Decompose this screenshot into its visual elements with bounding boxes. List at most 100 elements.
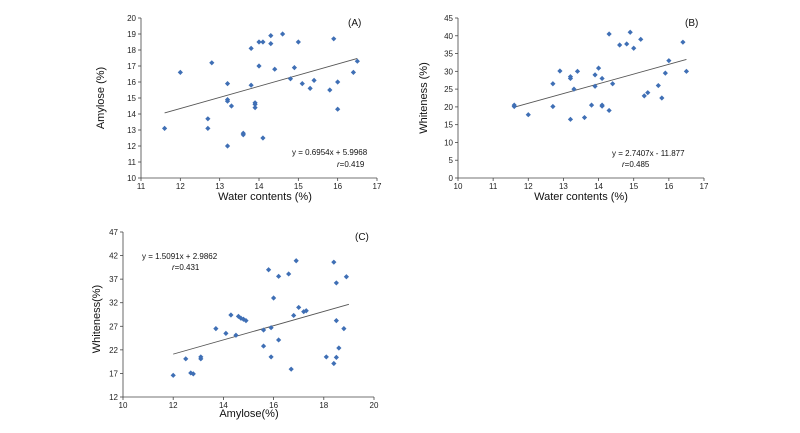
panel-c-data-point: [243, 318, 249, 324]
panel-c-data-point: [235, 313, 242, 319]
panel-c-data-point: [198, 356, 204, 362]
panel-a-trendline: [164, 58, 358, 114]
panel-a-data-point: [287, 76, 294, 82]
panel-b-x-tick-label: 10: [454, 182, 463, 191]
panel-a-r-symbol: r: [337, 160, 340, 169]
panel-c-y-tick-label: 27: [109, 322, 118, 331]
panel-b-data-point: [557, 68, 563, 74]
panel-b-data-point: [683, 68, 690, 74]
panel-a-data-point: [299, 81, 305, 87]
panel-c-r-symbol: r: [172, 263, 175, 272]
panel-b-data-point: [567, 116, 574, 122]
panel-b-data-point: [666, 58, 672, 64]
panel-c-x-tick-label: 14: [219, 401, 228, 410]
panel-a-data-point: [268, 33, 274, 39]
panel-b-y-tick-label: 10: [444, 138, 453, 147]
panel-c-y-tick-label: 32: [109, 299, 118, 308]
panel-a-y-tick-label: 15: [127, 94, 136, 103]
panel-b-data-point: [581, 114, 588, 121]
panel-b-x-tick-label: 11: [489, 182, 498, 191]
panel-b-data-point: [592, 83, 598, 89]
panel-a-y-tick-label: 13: [127, 126, 136, 135]
panel-a-y-tick-label: 20: [127, 14, 136, 23]
panel-b-data-point: [595, 65, 602, 71]
panel-b-data-point: [638, 36, 644, 42]
panel-c-data-point: [343, 274, 349, 280]
panel-a-r-number: =0.419: [340, 160, 365, 169]
panel-b-trendline: [514, 59, 687, 108]
panel-a-data-point: [209, 60, 215, 66]
panel-b-data-point: [655, 82, 661, 89]
panel-a-data-point: [248, 45, 254, 51]
panel-a-y-tick-label: 16: [127, 78, 136, 87]
panel-b-y-tick-label: 40: [444, 32, 453, 41]
panel-c-data-point: [228, 312, 234, 318]
panel-b-x-tick-label: 16: [664, 182, 673, 191]
panel-a-x-tick-label: 13: [215, 182, 224, 191]
panel-a-y-axis-title: Amylose (%): [95, 67, 107, 129]
panel-a-data-point: [228, 103, 235, 109]
panel-a-label: (A): [348, 18, 361, 29]
panel-c-data-point: [268, 325, 274, 331]
panel-b-data-point: [645, 90, 651, 96]
panel-a-data-point: [205, 116, 211, 122]
panel-b-x-tick-label: 12: [524, 182, 533, 191]
panel-b-data-point: [574, 68, 581, 74]
panel-a-data-point: [331, 36, 337, 42]
panel-c-data-point: [296, 304, 302, 311]
panel-c-data-point: [170, 372, 176, 378]
panel-b-data-point: [617, 42, 623, 48]
panel-b-y-tick-label: 30: [444, 67, 453, 76]
panel-a-data-point: [311, 77, 317, 83]
panel-a-y-tick-label: 18: [127, 46, 136, 55]
panel-a-data-point: [224, 98, 231, 104]
panel-a-y-tick-label: 11: [128, 158, 137, 167]
panel-b-data-point: [592, 72, 598, 78]
panel-a-y-tick-label: 14: [127, 110, 136, 119]
panel-a-data-point: [252, 100, 258, 106]
panel-a-data-point: [256, 39, 262, 45]
panel-a-data-point: [177, 69, 183, 75]
panel-c-data-point: [276, 337, 282, 343]
panel-b-x-tick-label: 17: [700, 182, 709, 191]
panel-c-y-tick-label: 37: [109, 275, 118, 284]
panel-b-y-tick-label: 5: [449, 156, 454, 165]
panel-b-x-axis-title: Water contents (%): [534, 191, 628, 203]
panel-c-x-tick-label: 10: [119, 401, 128, 410]
panel-c-data-point: [260, 327, 267, 333]
panel-a-data-point: [327, 87, 333, 93]
panel-b-data-point: [627, 29, 633, 35]
panel-a-data-point: [260, 39, 266, 45]
panel-c-x-tick-label: 20: [370, 401, 379, 410]
panel-c-x-tick-label: 16: [269, 401, 278, 410]
panel-c-data-point: [323, 354, 329, 360]
panel-b-data-point: [599, 75, 605, 82]
panel-c-data-point: [213, 326, 219, 332]
panel-a-data-point: [268, 41, 274, 47]
panel-c-data-point: [260, 343, 267, 349]
panel-c-data-point: [233, 332, 239, 338]
panel-b-data-point: [606, 107, 612, 114]
panel-b-data-point: [610, 81, 616, 87]
panel-c-data-point: [336, 345, 342, 351]
panel-a-x-tick-label: 12: [176, 182, 185, 191]
panel-c-trendline: [173, 303, 350, 355]
panel-c-y-tick-label: 42: [109, 252, 118, 261]
panel-c-data-point: [223, 330, 229, 336]
panel-a-data-point: [335, 79, 341, 85]
panel-b-data-point: [624, 41, 630, 47]
panel-b-x-tick-label: 14: [594, 182, 603, 191]
panel-b-data-point: [511, 103, 517, 110]
panel-b-data-point: [680, 39, 686, 45]
panel-a-data-point: [224, 81, 231, 87]
panel-b-r-symbol: r: [622, 160, 625, 169]
panel-b-r-number: =0.485: [625, 160, 650, 169]
panel-c-r-number: =0.431: [175, 263, 200, 272]
panel-c-data-point: [276, 273, 282, 279]
panel-b-y-tick-label: 0: [449, 174, 454, 183]
panel-a-y-tick-label: 12: [127, 142, 136, 151]
panel-c-data-point: [331, 360, 337, 367]
panel-a-x-tick-label: 14: [255, 182, 264, 191]
panel-c-equation: y = 1.5091x + 2.9862: [142, 252, 218, 261]
panel-b-data-point: [606, 31, 612, 37]
